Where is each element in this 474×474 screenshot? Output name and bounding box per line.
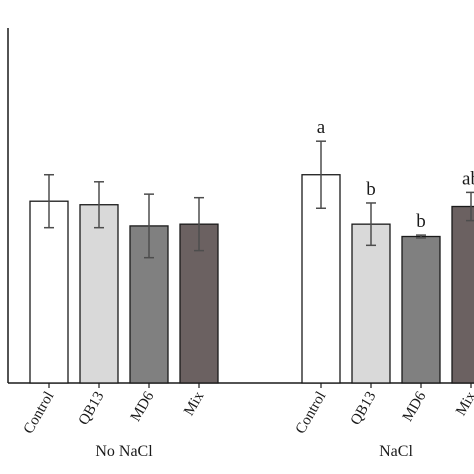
x-tick-label: QB13 <box>76 389 108 428</box>
significance-label: b <box>416 211 426 232</box>
bar-no-nacl-control <box>29 200 69 384</box>
x-tick-label: Control <box>293 389 330 437</box>
bar-nacl-qb13 <box>351 223 391 384</box>
bar-nacl-control <box>301 174 341 384</box>
significance-label: b <box>366 179 376 200</box>
x-tick-label: Control <box>21 389 58 437</box>
chart-bars <box>29 174 474 384</box>
x-tick-label: MD6 <box>400 389 430 425</box>
x-tick-label: Mix <box>453 389 474 419</box>
x-tick-label: QB13 <box>348 389 380 428</box>
bar-no-nacl-qb13 <box>79 204 119 384</box>
x-tick-label: MD6 <box>128 389 158 425</box>
significance-label: a <box>317 117 326 138</box>
bar-nacl-mix <box>451 205 474 384</box>
significance-label: ab <box>462 168 474 189</box>
group-label: NaCl <box>379 443 413 460</box>
chart-error-bars <box>44 140 474 259</box>
bar-nacl-md6 <box>401 235 441 384</box>
x-tick-label: Mix <box>181 389 208 419</box>
group-label: No NaCl <box>95 443 153 460</box>
